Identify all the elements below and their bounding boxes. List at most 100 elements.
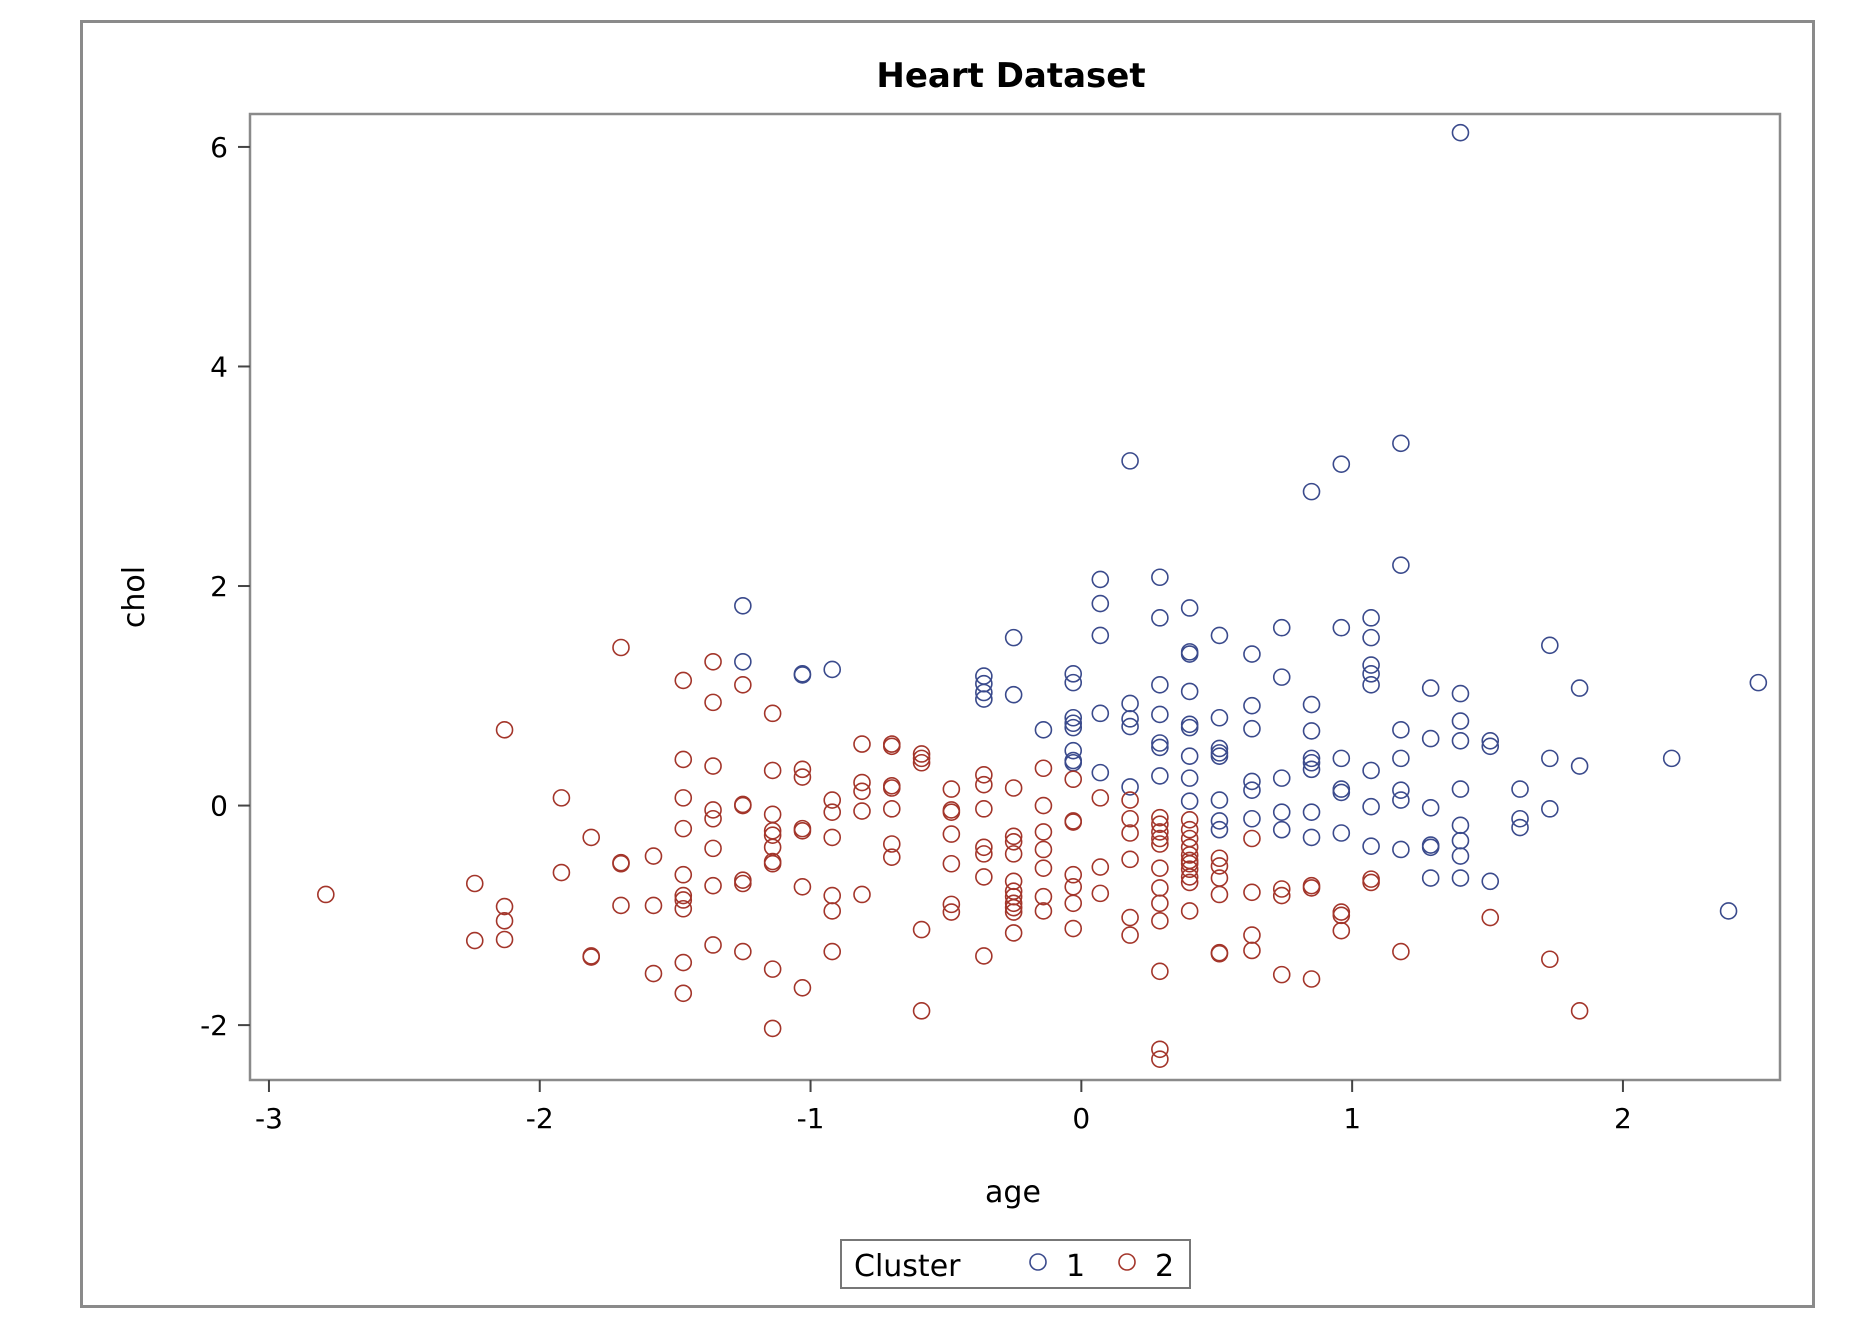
data-point-cluster-2: [793, 978, 812, 997]
data-point-cluster-2: [793, 760, 812, 779]
data-point-cluster-1: [1210, 739, 1229, 758]
data-point-cluster-2: [1180, 811, 1199, 829]
data-point-cluster-2: [1034, 840, 1053, 859]
data-point-cluster-2: [734, 676, 752, 694]
data-point-cluster-2: [1121, 791, 1139, 809]
data-point-cluster-1: [975, 683, 993, 702]
data-point-cluster-1: [1451, 847, 1470, 865]
data-point-cluster-2: [1210, 869, 1229, 887]
data-point-cluster-1: [1392, 781, 1410, 800]
data-point-cluster-1: [1091, 594, 1110, 613]
data-point-cluster-2: [644, 964, 663, 983]
data-point-cluster-1: [1481, 872, 1500, 891]
data-point-cluster-1: [1243, 645, 1261, 663]
data-point-cluster-2: [975, 868, 993, 886]
data-point-cluster-1: [1332, 455, 1351, 473]
data-point-cluster-1: [1121, 452, 1139, 470]
data-point-cluster-2: [674, 984, 693, 1003]
data-point-cluster-2: [1180, 846, 1199, 864]
data-point-cluster-2: [1004, 845, 1023, 863]
data-point-cluster-1: [1210, 708, 1229, 727]
data-point-cluster-2: [1243, 829, 1261, 848]
data-point-cluster-2: [1151, 835, 1169, 853]
data-point-cluster-2: [823, 902, 842, 920]
data-point-cluster-2: [1004, 894, 1023, 913]
y-tick-label: 0: [210, 790, 228, 823]
data-point-cluster-1: [1210, 812, 1229, 830]
data-point-cluster-1: [1121, 710, 1139, 728]
legend-label-cluster-1: 1: [1066, 1249, 1085, 1284]
data-point-cluster-2: [1121, 908, 1139, 927]
data-point-cluster-1: [1451, 816, 1470, 835]
data-point-cluster-1: [1362, 837, 1380, 855]
data-point-cluster-1: [1210, 791, 1229, 809]
data-point-cluster-2: [734, 795, 752, 814]
data-point-cluster-2: [1034, 887, 1053, 906]
data-point-cluster-2: [853, 735, 871, 753]
data-point-cluster-1: [1481, 732, 1500, 750]
data-point-cluster-1: [1121, 694, 1139, 713]
legend-label-cluster-2: 2: [1155, 1249, 1174, 1284]
chart-frame: [80, 20, 1815, 1308]
data-point-cluster-1: [1421, 798, 1440, 817]
data-point-cluster-1: [1392, 840, 1410, 859]
legend-marker-cluster-1: [1029, 1253, 1047, 1271]
data-point-cluster-1: [1302, 695, 1321, 714]
data-point-cluster-2: [1392, 942, 1410, 961]
data-point-cluster-2: [734, 942, 752, 961]
x-axis-label: age: [985, 1175, 1041, 1210]
data-point-cluster-2: [793, 877, 812, 896]
data-point-cluster-2: [704, 757, 722, 775]
legend-box: [840, 1239, 1191, 1289]
data-point-cluster-2: [1243, 883, 1261, 902]
y-axis: -2 0 2 4 6: [200, 131, 250, 1042]
data-point-cluster-2: [1151, 894, 1169, 913]
data-point-cluster-2: [1064, 894, 1083, 913]
data-point-cluster-2: [612, 854, 630, 873]
data-point-cluster-1: [1451, 123, 1470, 142]
data-point-cluster-1: [1180, 747, 1199, 765]
data-point-cluster-2: [1151, 879, 1169, 897]
data-point-cluster-1: [1392, 434, 1410, 453]
data-point-cluster-1: [1243, 719, 1261, 738]
data-point-cluster-2: [823, 886, 842, 905]
data-point-cluster-2: [763, 1019, 782, 1038]
data-point-cluster-1: [1064, 673, 1083, 692]
data-point-cluster-1: [1541, 636, 1559, 655]
data-point-cluster-1: [1180, 715, 1199, 734]
data-point-cluster-2: [1064, 865, 1083, 884]
data-point-cluster-1: [1151, 738, 1169, 757]
data-point-cluster-2: [1091, 858, 1110, 876]
data-point-cluster-2: [612, 638, 630, 657]
data-point-cluster-2: [1004, 832, 1023, 851]
data-point-cluster-2: [1151, 1050, 1169, 1068]
legend: Cluster 1 2: [840, 1239, 1191, 1289]
data-point-cluster-1: [734, 596, 752, 615]
data-point-cluster-2: [823, 803, 842, 821]
data-point-cluster-1: [1511, 818, 1529, 837]
y-axis-label: chol: [117, 566, 152, 628]
data-point-cluster-2: [582, 948, 601, 966]
data-point-cluster-2: [704, 693, 722, 712]
data-point-cluster-2: [1064, 877, 1083, 896]
data-point-cluster-1: [1210, 744, 1229, 762]
data-point-cluster-2: [1180, 860, 1199, 879]
data-point-cluster-1: [1091, 704, 1110, 723]
data-point-cluster-2: [1151, 912, 1169, 930]
data-point-cluster-2: [1210, 885, 1229, 904]
plot-area: [248, 112, 1782, 1082]
data-point-cluster-2: [942, 854, 961, 873]
data-point-cluster-2: [1481, 908, 1500, 927]
data-point-cluster-2: [704, 936, 722, 954]
data-point-cluster-2: [763, 960, 782, 978]
data-point-cluster-1: [1392, 791, 1410, 809]
data-point-cluster-2: [1091, 884, 1110, 903]
data-point-cluster-1: [1451, 712, 1470, 730]
data-point-cluster-2: [1034, 796, 1053, 815]
data-point-cluster-1: [1511, 809, 1529, 828]
data-point-cluster-2: [674, 671, 693, 690]
data-point-cluster-2: [1180, 854, 1199, 873]
data-point-cluster-2: [1210, 857, 1229, 875]
data-point-cluster-2: [674, 899, 693, 918]
data-point-cluster-2: [763, 704, 782, 723]
